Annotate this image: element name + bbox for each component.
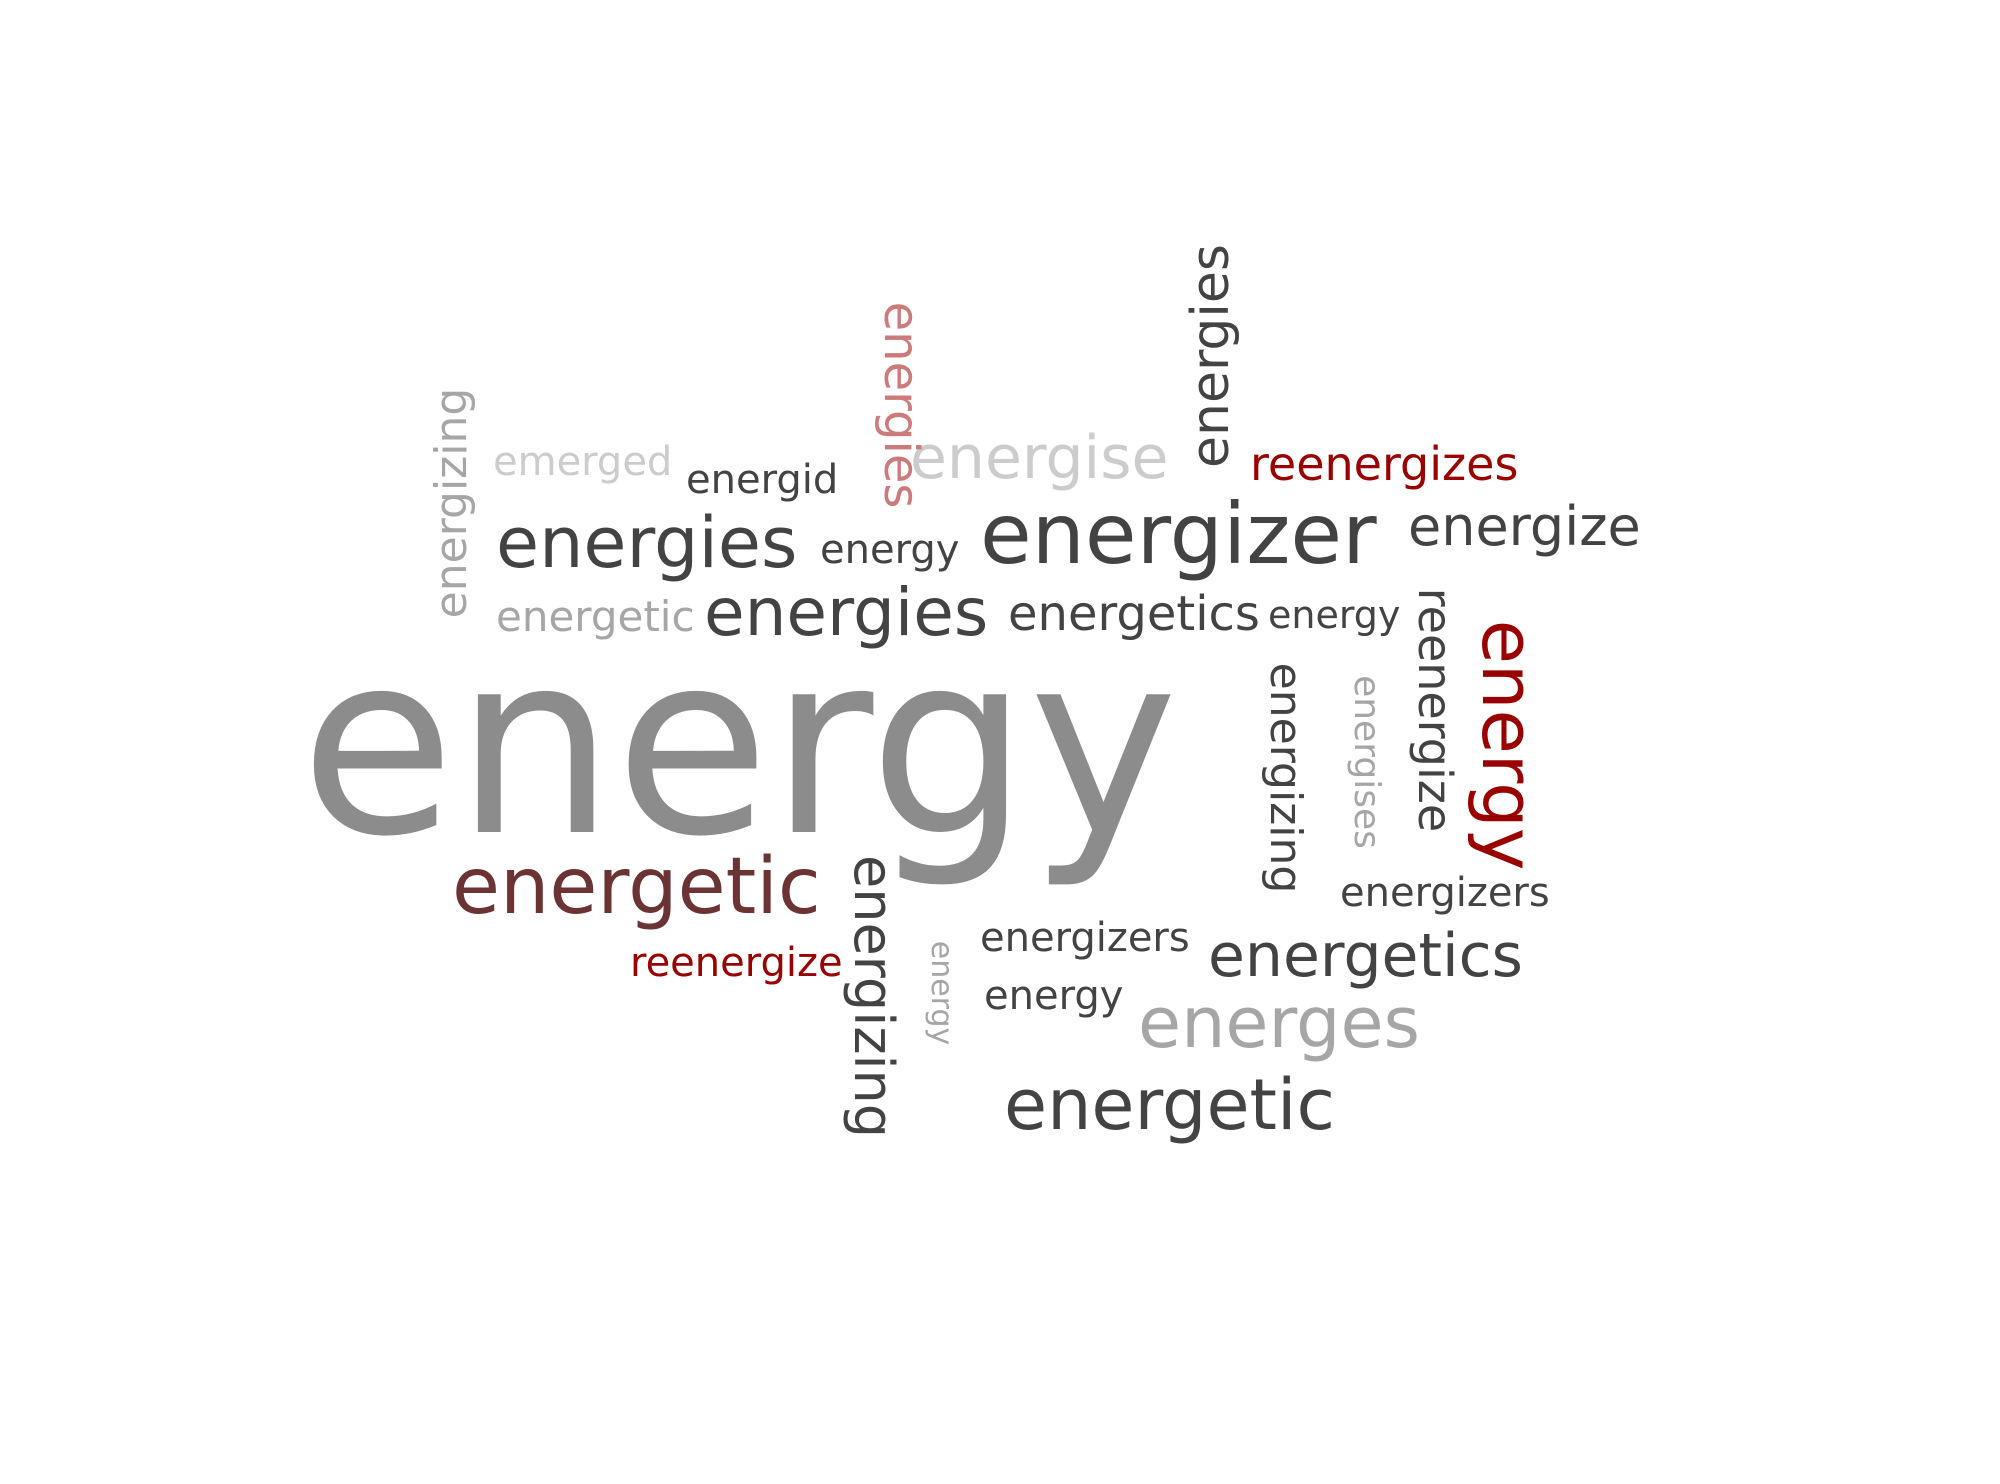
word-energy-vertical-2: energizing [842,855,905,1139]
word-energy-vertical: energy [1466,619,1550,871]
word-energies-2: energies [704,574,989,651]
word-energises: energises [1346,675,1387,849]
word-reenergize-red: reenergize [630,940,843,986]
word-energizers-2: energizers [980,915,1190,961]
word-energy-small-1: energy [820,527,960,573]
word-energise: energise [910,423,1169,493]
word-energizer: energizer [980,485,1377,583]
word-energy-small-2: energy [1268,593,1401,637]
word-energy-large: energy [300,599,1179,892]
word-energizing-left: energizing [426,387,477,619]
word-energies-1: energies [496,502,798,584]
word-energid: energid [686,457,839,503]
word-energetic-brown: energetic [452,842,821,932]
word-emerged: emerged [493,439,673,485]
word-energies-pink: energies [873,301,929,509]
word-energizing-small: energy [924,940,959,1046]
word-energetic-gray: energetic [496,592,695,641]
word-reenergize-vertical: reenergize [1408,587,1462,833]
word-energetics-2: energetics [1208,921,1523,991]
word-energes: energes [1138,982,1421,1064]
word-energies-vertical: energies [1181,244,1241,468]
word-energetics-1: energetics [1008,586,1260,642]
word-reenergizes: reenergizes [1250,437,1519,491]
word-energize: energize [1408,495,1641,558]
word-energizers-1: energizers [1340,870,1550,916]
word-energetic-bottom: energetic [1004,1064,1335,1146]
word-energy-small-3: energy [984,973,1124,1019]
word-energizing-vertical: energizing [1260,662,1311,894]
